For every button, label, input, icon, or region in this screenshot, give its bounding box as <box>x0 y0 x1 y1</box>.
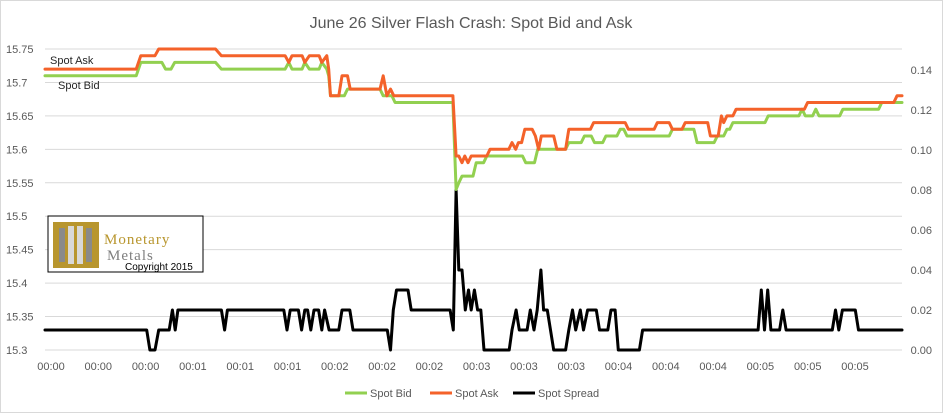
right-tick-label: 0.14 <box>911 65 932 77</box>
right-tick-label: 0.04 <box>911 265 932 277</box>
x-tick-label: 00:01 <box>226 361 254 373</box>
right-tick-label: 0.00 <box>911 345 932 357</box>
x-tick-label: 00:05 <box>747 361 775 373</box>
annotation-spot-ask: Spot Ask <box>50 55 94 67</box>
right-tick-label: 0.10 <box>911 145 932 157</box>
right-tick-label: 0.06 <box>911 225 932 237</box>
left-tick-label: 15.55 <box>6 178 34 190</box>
x-axis-ticks: 00:00 00:00 00:00 00:01 00:01 00:01 00:02 00:02… <box>37 361 869 373</box>
legend-item-spot-spread: Spot Spread <box>513 388 599 400</box>
monetary-metals-watermark: Monetary Metals Copyright 2015 <box>47 215 204 273</box>
x-tick-label: 00:03 <box>510 361 538 373</box>
monetary-metals-logo-icon <box>53 222 99 268</box>
watermark-copyright: Copyright 2015 <box>125 262 193 273</box>
x-tick-label: 00:01 <box>274 361 302 373</box>
x-tick-label: 00:02 <box>416 361 444 373</box>
legend: Spot Bid Spot Ask Spot Spread <box>345 388 599 400</box>
right-tick-label: 0.02 <box>911 305 932 317</box>
watermark-line2: Metals <box>107 248 154 264</box>
x-tick-label: 00:00 <box>37 361 65 373</box>
legend-label: Spot Spread <box>538 388 599 400</box>
right-tick-label: 0.12 <box>911 105 932 117</box>
x-tick-label: 00:05 <box>841 361 869 373</box>
annotation-spot-bid: Spot Bid <box>58 80 100 92</box>
left-tick-label: 15.4 <box>6 278 27 290</box>
legend-item-spot-ask: Spot Ask <box>430 388 499 400</box>
series-layer <box>43 47 904 352</box>
left-tick-label: 15.7 <box>6 77 27 89</box>
series-line-spot-spread <box>43 188 904 352</box>
left-axis-ticks: 15.3 15.35 15.4 15.45 15.5 15.55 15.6 15.65 15.7… <box>6 44 34 357</box>
left-tick-label: 15.6 <box>6 144 27 156</box>
x-tick-label: 00:04 <box>699 361 727 373</box>
x-tick-label: 00:00 <box>85 361 113 373</box>
right-axis-ticks: 0.00 0.02 0.04 0.06 0.08 0.10 0.12 0.14 <box>911 65 932 357</box>
x-tick-label: 00:03 <box>463 361 491 373</box>
x-tick-label: 00:02 <box>368 361 396 373</box>
watermark-line1: Monetary <box>104 232 170 248</box>
x-tick-label: 00:03 <box>557 361 585 373</box>
right-tick-label: 0.08 <box>911 185 932 197</box>
left-tick-label: 15.65 <box>6 111 34 123</box>
x-tick-label: 00:00 <box>132 361 160 373</box>
x-tick-label: 00:04 <box>652 361 680 373</box>
x-tick-label: 00:04 <box>605 361 633 373</box>
x-tick-label: 00:05 <box>794 361 822 373</box>
left-tick-label: 15.35 <box>6 312 34 324</box>
legend-item-spot-bid: Spot Bid <box>345 388 412 400</box>
legend-label: Spot Bid <box>370 388 412 400</box>
x-tick-label: 00:01 <box>179 361 207 373</box>
left-tick-label: 15.5 <box>6 211 27 223</box>
left-tick-label: 15.45 <box>6 245 34 257</box>
series-line-spot-ask <box>43 47 904 165</box>
chart-title: June 26 Silver Flash Crash: Spot Bid and… <box>310 15 634 32</box>
series-line-spot-bid <box>43 60 904 191</box>
left-tick-label: 15.3 <box>6 345 27 357</box>
x-tick-label: 00:02 <box>321 361 349 373</box>
legend-label: Spot Ask <box>455 388 499 400</box>
left-tick-label: 15.75 <box>6 44 34 56</box>
